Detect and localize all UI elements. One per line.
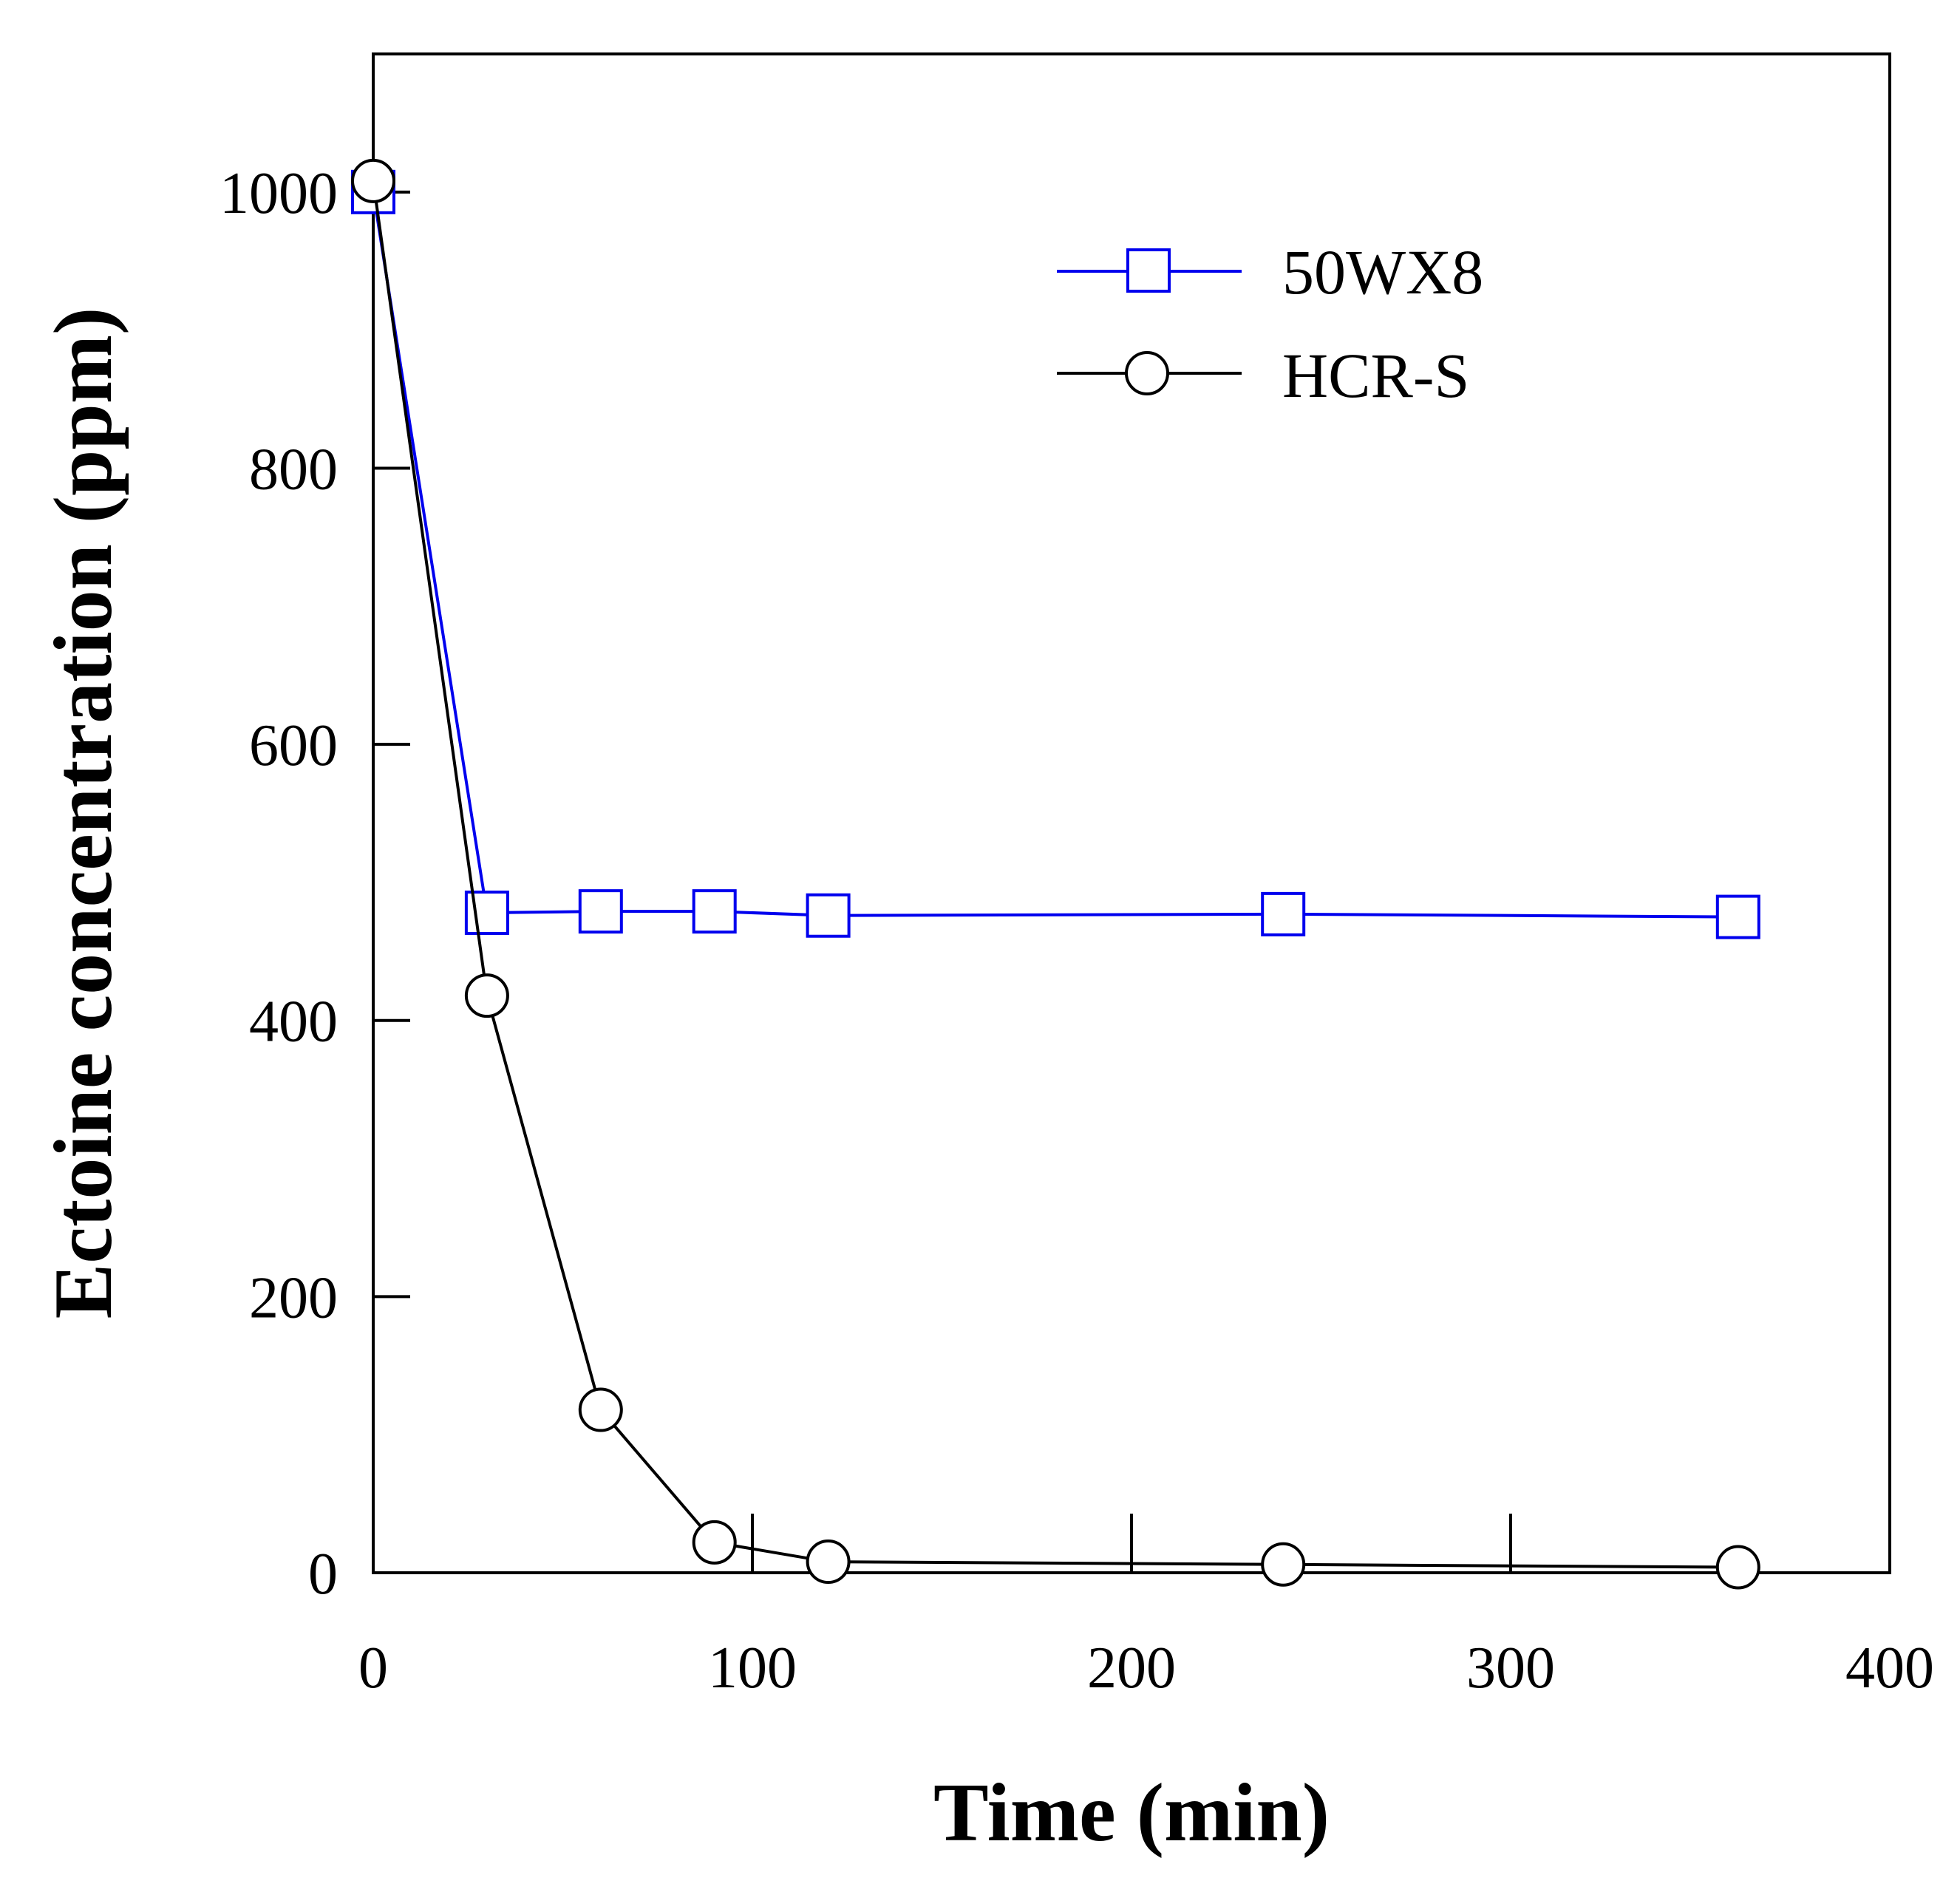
y-tick-label: 800: [249, 437, 338, 502]
data-point-hcr-s: [1715, 1545, 1760, 1590]
legend-marker-square-50wx8: [1126, 248, 1171, 293]
data-point-hcr-s: [464, 973, 509, 1018]
series-line-hcr-s: [372, 180, 1738, 1569]
y-tick-label: 200: [249, 1265, 338, 1330]
data-point-50wx8: [692, 889, 737, 934]
x-tick-label: 200: [1087, 1636, 1176, 1701]
y-tick-label: 400: [249, 990, 338, 1055]
legend-marker-circle-hcr-s: [1125, 351, 1169, 395]
data-point-hcr-s: [692, 1520, 737, 1565]
legend-label-hcr-s: HCR-S: [1282, 340, 1469, 411]
y-tick-label: 1000: [220, 161, 338, 226]
legend: 50WX8 HCR-S: [1057, 237, 1483, 411]
data-point-50wx8: [578, 889, 623, 934]
x-tick-label: 300: [1466, 1636, 1555, 1701]
y-tick-label: 600: [249, 713, 338, 778]
data-point-hcr-s: [806, 1540, 851, 1585]
y-tick-label: 0: [308, 1542, 338, 1607]
legend-label-50wx8: 50WX8: [1282, 237, 1483, 307]
series-line-50wx8: [372, 191, 1738, 919]
axis-ticks: 0 100 200 300 400 0 200 400 600 800 1000: [220, 161, 1934, 1701]
x-axis-title: Time (min): [933, 1767, 1330, 1859]
y-axis-title: Ectoine concentration (ppm): [38, 307, 129, 1319]
x-tick-label: 100: [708, 1636, 797, 1701]
x-tick-label: 400: [1845, 1636, 1934, 1701]
data-point-hcr-s: [351, 158, 395, 203]
series-layer: [351, 158, 1760, 1590]
x-tick-label: 0: [358, 1636, 388, 1701]
data-point-50wx8: [806, 893, 851, 938]
data-point-50wx8: [1715, 894, 1760, 939]
data-point-hcr-s: [1261, 1542, 1306, 1587]
data-point-hcr-s: [578, 1387, 623, 1432]
data-point-50wx8: [1261, 891, 1306, 936]
